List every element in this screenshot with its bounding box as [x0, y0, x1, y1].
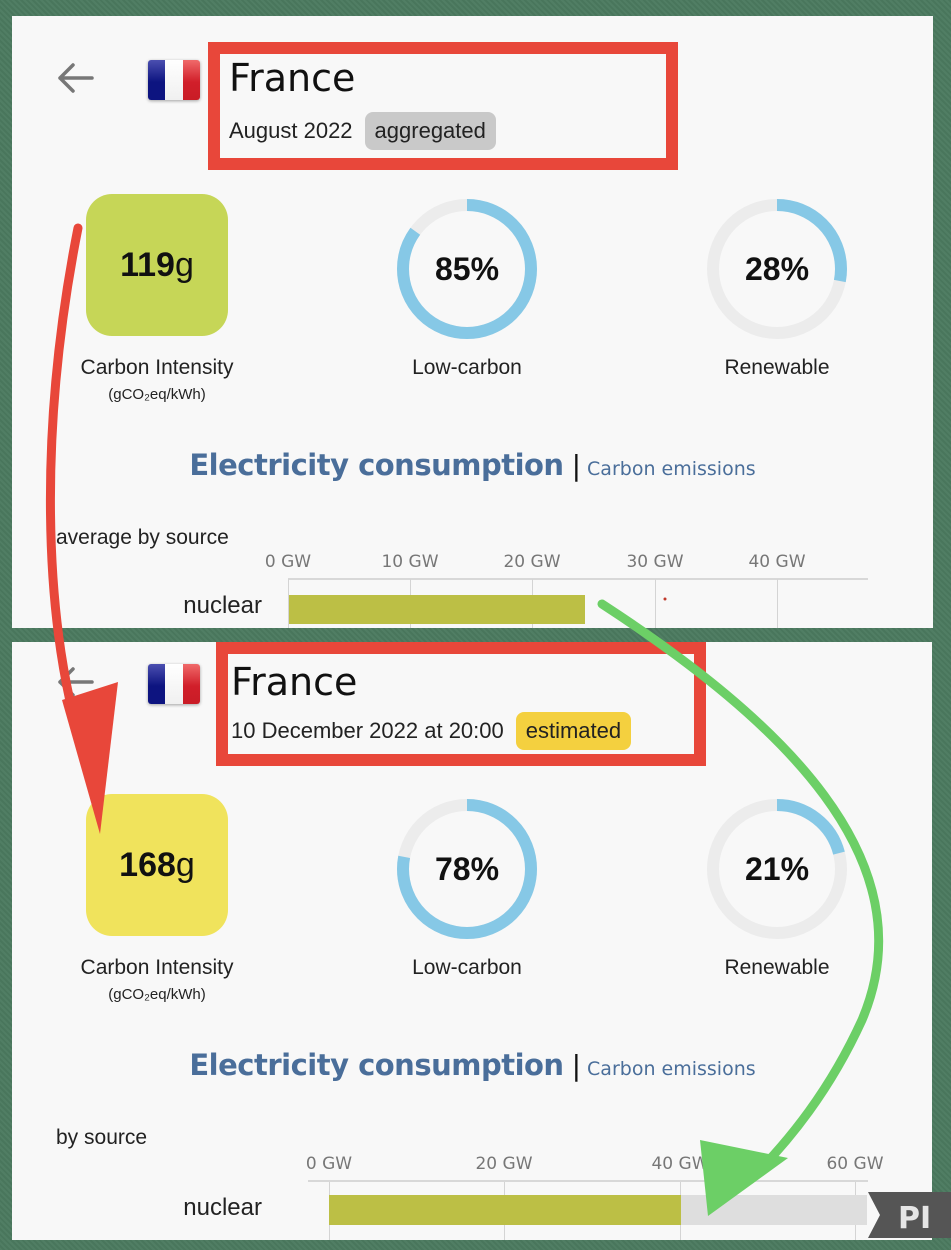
axis-tick: 20 GW [503, 552, 561, 572]
axis-tick: 0 GW [305, 1154, 353, 1174]
bar-label-nuclear: nuclear [183, 1194, 262, 1221]
gridline [777, 579, 778, 628]
period-text: 10 December 2022 at 20:00 [231, 718, 504, 743]
renewable-value: 28% [744, 250, 810, 287]
x-axis [288, 578, 868, 580]
axis-tick: 0 GW [264, 552, 312, 572]
bar-nuclear[interactable] [329, 1195, 681, 1225]
panel-december-2022: France 10 December 2022 at 20:00 estimat… [12, 642, 932, 1240]
gridline [288, 579, 289, 628]
country-name: France [229, 56, 356, 100]
carbon-intensity-unit-label: (gCO₂eq/kWh) [108, 986, 206, 1003]
flag-france-icon [148, 664, 200, 704]
carbon-intensity-box: 168 g [86, 794, 228, 936]
panel-august-2022: France August 2022 aggregated 119 g Carbo… [12, 16, 933, 628]
renewable-value: 21% [744, 850, 810, 887]
source-chart-title: by source [56, 1126, 148, 1149]
carbon-intensity-unit: g [175, 845, 195, 884]
low-carbon-value: 85% [434, 250, 500, 287]
tab-separator: | [571, 449, 582, 482]
gridline [655, 579, 656, 628]
period-line: August 2022 aggregated [229, 112, 496, 150]
data-mode-badge: estimated [515, 712, 632, 750]
renewable-label: Renewable [724, 356, 830, 379]
carbon-intensity-box: 119 g [86, 194, 228, 336]
low-carbon-donut-icon [397, 199, 537, 339]
axis-tick: 60 GW [826, 1154, 884, 1174]
view-tabs: Electricity consumption | Carbon emissio… [12, 448, 933, 482]
period-text: August 2022 [229, 118, 353, 143]
carbon-intensity-unit-label: (gCO₂eq/kWh) [108, 386, 206, 403]
country-name: France [231, 660, 358, 704]
view-tabs: Electricity consumption | Carbon emissio… [12, 1048, 932, 1082]
renewable-donut-icon [707, 199, 847, 339]
flag-france-icon [148, 60, 200, 100]
carbon-intensity-label: Carbon Intensity [80, 956, 234, 979]
highlight-box [208, 42, 678, 170]
carbon-intensity-value: 119 [120, 245, 175, 284]
source-chart-title: average by source [56, 526, 229, 549]
tab-carbon-emissions[interactable]: Carbon emissions [587, 458, 756, 480]
carbon-intensity-unit: g [174, 245, 194, 284]
renewable-ring: 28% [704, 196, 850, 342]
tab-electricity-consumption[interactable]: Electricity consumption [189, 448, 564, 482]
axis-tick: 30 GW [626, 552, 684, 572]
period-line: 10 December 2022 at 20:00 estimated [231, 712, 632, 750]
watermark-text: PI [898, 1201, 931, 1236]
bar-nuclear[interactable] [289, 595, 585, 624]
low-carbon-label: Low-carbon [412, 356, 522, 379]
axis-tick: 10 GW [381, 552, 439, 572]
arrow-left-icon[interactable] [54, 664, 96, 700]
arrow-left-icon[interactable] [54, 60, 96, 96]
watermark-ribbon-icon: PI [868, 1192, 951, 1238]
tab-carbon-emissions[interactable]: Carbon emissions [587, 1058, 756, 1080]
carbon-intensity-label: Carbon Intensity [80, 356, 234, 379]
axis-tick: 40 GW [651, 1154, 709, 1174]
renewable-label: Renewable [724, 956, 830, 979]
carbon-intensity-value: 168 [119, 845, 176, 884]
low-carbon-ring: 85% [394, 196, 540, 342]
bar-label-nuclear: nuclear [183, 592, 262, 619]
data-mode-badge: aggregated [364, 112, 496, 150]
low-carbon-value: 78% [434, 850, 500, 887]
axis-tick: 40 GW [748, 552, 806, 572]
low-carbon-label: Low-carbon [412, 956, 522, 979]
low-carbon-donut-icon [397, 799, 537, 939]
axis-tick: 20 GW [475, 1154, 533, 1174]
low-carbon-ring: 78% [394, 796, 540, 942]
tab-separator: | [571, 1049, 582, 1082]
tab-electricity-consumption[interactable]: Electricity consumption [189, 1048, 564, 1082]
x-axis [308, 1180, 868, 1182]
renewable-ring: 21% [704, 796, 850, 942]
